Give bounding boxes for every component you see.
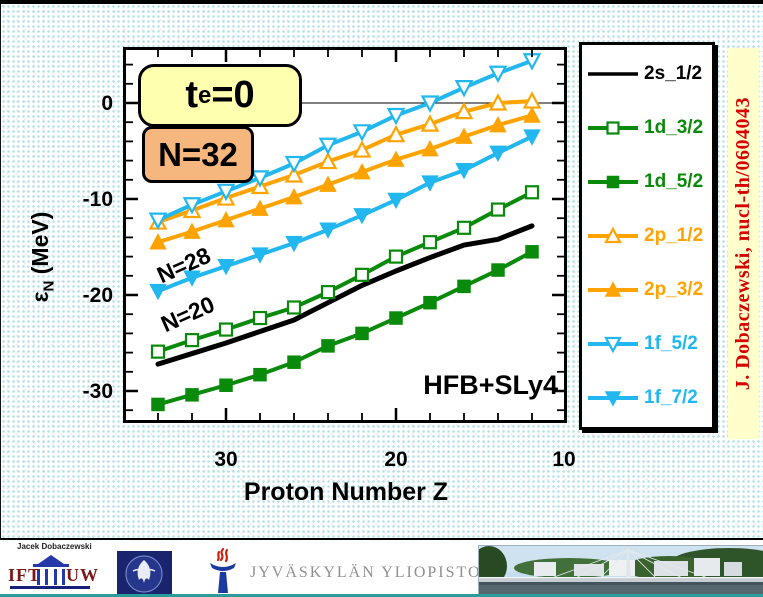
chart-canvas [123, 47, 567, 423]
plot-area [123, 47, 567, 423]
n32-box: N=32 [142, 126, 254, 183]
legend-sample-line [588, 72, 638, 76]
university-name-text: JYVÄSKYLÄN YLIOPISTO [250, 564, 482, 581]
y-tick-0: 0 [101, 92, 113, 115]
legend-item-2p32: 2p_3/2 [586, 263, 712, 317]
legend-item-2p12: 2p_1/2 [586, 209, 712, 263]
legend-item-1f52: 1f_5/2 [586, 317, 712, 371]
y-axis-title: εN (MeV) [27, 211, 58, 303]
legend-sample-line [588, 391, 638, 407]
ift-pillars-icon [37, 569, 65, 585]
ift-roofbase [33, 564, 69, 567]
jyu-torch-icon [210, 547, 236, 593]
ift-uw-logo: IFT UW [6, 553, 98, 591]
ift-label: IFT [8, 565, 42, 585]
ift-roof-icon [38, 555, 64, 564]
legend-sample-line [588, 226, 638, 244]
university-warsaw-seal-icon [117, 551, 172, 597]
legend-item-1d52: 1d_5/2 [586, 155, 712, 209]
legend-item-1d32: 1d_3/2 [586, 101, 712, 155]
y-tick-m20: -20 [82, 284, 113, 307]
credit-strip: J. Dobaczewski, nucl-th/0604043 [728, 48, 759, 439]
legend-box: 2s_1/2 1d_3/2 1d_5/2 2p_1/2 2p_3/2 1f_5/… [579, 42, 715, 430]
legend-item-1f72: 1f_7/2 [586, 371, 712, 425]
x-tick-30: 30 [214, 448, 238, 471]
author-name-small: Jacek Dobaczewski [17, 542, 92, 551]
x-axis-title: Proton Number Z [243, 478, 449, 506]
y-tick-m30: -30 [82, 380, 113, 403]
x-tick-20: 20 [384, 448, 408, 471]
te-parameter-box: t e =0 [138, 64, 302, 127]
legend-sample-line [588, 175, 638, 189]
legend-sample-line [588, 281, 638, 297]
credit-text: J. Dobaczewski, nucl-th/0604043 [732, 96, 754, 391]
legend-sample-line [588, 336, 638, 354]
x-tick-10: 10 [552, 448, 576, 471]
footer-bar: Jacek Dobaczewski IFT UW JYVÄSKYLÄN YLIO… [0, 540, 763, 597]
model-label: HFB+SLy4 [423, 370, 558, 400]
y-tick-m10: -10 [82, 188, 113, 211]
legend-sample-line [588, 121, 638, 135]
uw-label: UW [66, 565, 99, 585]
bottom-teal-line [0, 594, 763, 597]
slide-background: 0 -10 -20 -30 30 20 10 εN (MeV) Proton N… [0, 4, 763, 540]
ift-floor [10, 586, 90, 589]
campus-bridge-photo [478, 545, 763, 596]
top-black-bar [0, 0, 763, 4]
legend-item-2s12: 2s_1/2 [586, 47, 712, 101]
